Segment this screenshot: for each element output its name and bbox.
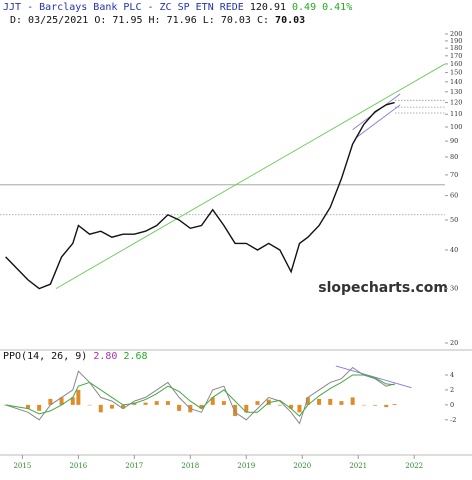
histogram-bar bbox=[59, 397, 64, 405]
histogram-bar bbox=[384, 404, 389, 408]
watermark: slopecharts.com bbox=[318, 280, 448, 296]
x-tick-label: 2022 bbox=[405, 462, 423, 470]
y-tick-label: 50 bbox=[450, 216, 458, 224]
histogram-bar bbox=[339, 401, 344, 405]
y-tick-label: 4 bbox=[450, 371, 454, 379]
histogram-bar bbox=[199, 404, 204, 409]
histogram-bar bbox=[98, 404, 103, 413]
y-tick-label: 2 bbox=[450, 386, 454, 394]
histogram-bar bbox=[221, 401, 226, 405]
y-tick-label: 140 bbox=[450, 78, 462, 86]
y-tick-label: 170 bbox=[450, 52, 462, 60]
symbol: JJT - Barclays Bank PLC - ZC SP ETN REDE bbox=[3, 2, 244, 13]
ohlc-line: D: 03/25/2021 O: 71.95 H: 71.96 L: 70.03… bbox=[10, 15, 305, 26]
value: 70.03 bbox=[221, 15, 251, 26]
histogram-bar bbox=[48, 398, 53, 405]
value: 71.96 bbox=[167, 15, 197, 26]
y-tick-label: 160 bbox=[450, 60, 462, 68]
histogram-bar bbox=[373, 404, 378, 406]
histogram-bar bbox=[361, 404, 366, 406]
y-tick-label: 60 bbox=[450, 192, 458, 200]
histogram-bar bbox=[76, 389, 81, 405]
y-tick-label: 130 bbox=[450, 88, 462, 96]
histogram-bar bbox=[277, 404, 282, 406]
value: 71.95 bbox=[112, 15, 142, 26]
label: O: bbox=[94, 15, 106, 26]
trend-line bbox=[355, 104, 401, 139]
date: D: 03/25/2021 bbox=[10, 15, 88, 26]
histogram-bar bbox=[37, 404, 42, 411]
y-tick-label: 200 bbox=[450, 30, 462, 38]
y-tick-label: -2 bbox=[450, 416, 456, 424]
x-tick-label: 2019 bbox=[237, 462, 255, 470]
header-line: JJT - Barclays Bank PLC - ZC SP ETN REDE… bbox=[3, 2, 352, 13]
y-tick-label: 110 bbox=[450, 110, 462, 118]
label: C: bbox=[257, 15, 269, 26]
change: 0.49 0.41% bbox=[292, 2, 352, 13]
x-tick-label: 2015 bbox=[13, 462, 31, 470]
y-tick-label: 80 bbox=[450, 153, 458, 161]
x-tick-label: 2018 bbox=[181, 462, 199, 470]
x-tick-label: 2021 bbox=[349, 462, 367, 470]
series-line bbox=[5, 366, 395, 425]
histogram-bar bbox=[244, 404, 249, 413]
histogram-bar bbox=[289, 404, 294, 409]
y-tick-label: 30 bbox=[450, 285, 458, 293]
y-tick-label: 150 bbox=[450, 69, 462, 77]
y-tick-label: 190 bbox=[450, 37, 462, 45]
last-price: 120.91 bbox=[250, 2, 286, 13]
y-tick-label: 40 bbox=[450, 246, 458, 254]
ppo-title: PPO(14, 26, 9) bbox=[3, 351, 87, 362]
series-line bbox=[5, 101, 395, 290]
series-line bbox=[5, 374, 395, 417]
histogram-bar bbox=[210, 397, 215, 405]
legend-entry: 2.68 bbox=[123, 351, 147, 362]
trend-line bbox=[335, 365, 412, 389]
x-tick-label: 2017 bbox=[125, 462, 143, 470]
y-tick-label: 20 bbox=[450, 339, 458, 347]
y-tick-label: 90 bbox=[450, 137, 458, 145]
histogram-bar bbox=[109, 404, 114, 409]
histogram-bar bbox=[143, 402, 148, 405]
histogram-bar bbox=[255, 401, 260, 405]
trend-line bbox=[352, 93, 401, 131]
y-tick-label: 180 bbox=[450, 44, 462, 52]
value: 70.03 bbox=[275, 15, 305, 26]
x-tick-label: 2020 bbox=[293, 462, 311, 470]
histogram-bar bbox=[177, 404, 182, 411]
histogram-bar bbox=[87, 404, 92, 406]
histogram-bar bbox=[154, 401, 159, 405]
label: H: bbox=[149, 15, 161, 26]
histogram-bar bbox=[25, 404, 30, 409]
x-tick-label: 2016 bbox=[69, 462, 87, 470]
histogram-bar bbox=[121, 404, 126, 409]
legend-entry: 2.80 bbox=[93, 351, 117, 362]
histogram-bar bbox=[392, 403, 397, 405]
histogram-bar bbox=[305, 397, 310, 405]
histogram-bar bbox=[165, 401, 170, 405]
histogram-bar bbox=[70, 397, 75, 405]
histogram-bar bbox=[350, 397, 355, 405]
label: L: bbox=[203, 15, 215, 26]
histogram-bar bbox=[233, 404, 238, 417]
trend-line bbox=[55, 63, 446, 289]
y-tick-label: 70 bbox=[450, 171, 458, 179]
histogram-bar bbox=[317, 398, 322, 405]
y-tick-label: 100 bbox=[450, 123, 462, 131]
histogram-bar bbox=[328, 398, 333, 405]
ppo-legend: PPO(14, 26, 9) 2.80 2.68 bbox=[3, 351, 148, 362]
y-tick-label: 0 bbox=[450, 401, 454, 409]
y-tick-label: 120 bbox=[450, 99, 462, 107]
histogram-bar bbox=[297, 404, 302, 413]
